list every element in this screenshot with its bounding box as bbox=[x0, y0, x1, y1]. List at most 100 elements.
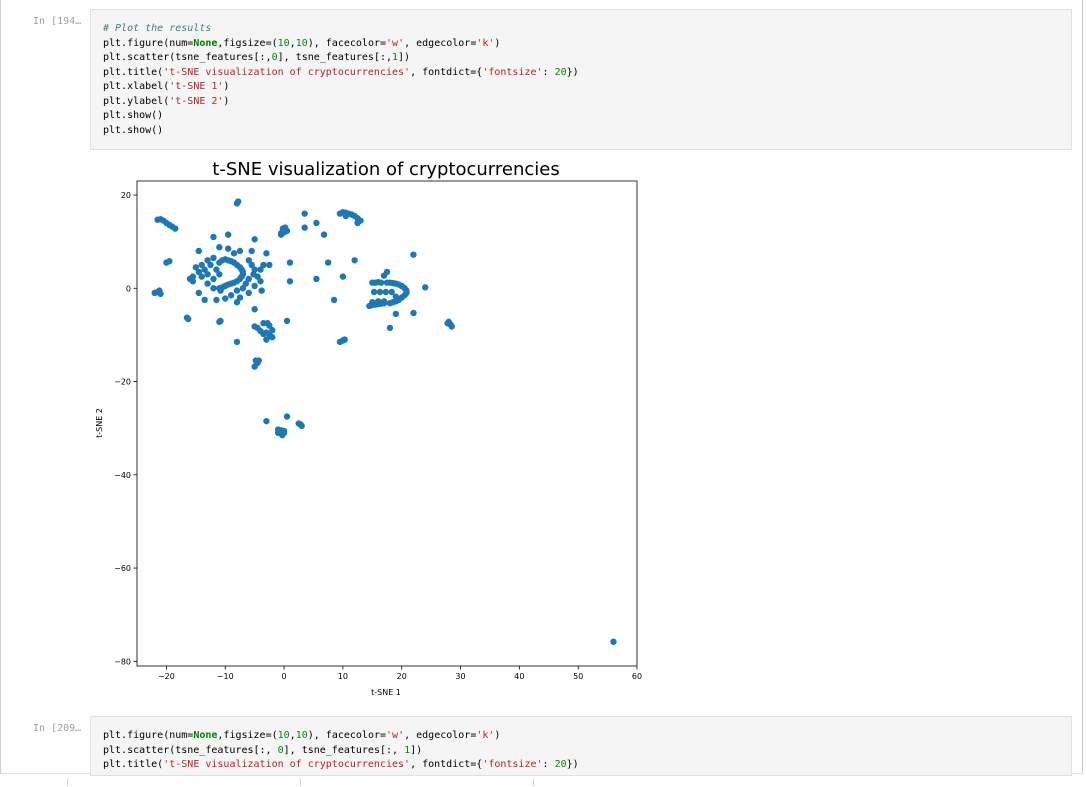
scatter-point bbox=[236, 294, 244, 301]
scatter-point bbox=[448, 323, 455, 330]
scatter-point bbox=[283, 317, 291, 325]
scatter-point bbox=[210, 285, 217, 292]
cell-2-code: plt.figure(num=None,figsize=(10,10), fac… bbox=[103, 729, 1071, 773]
code-token: ) bbox=[223, 81, 230, 92]
y-tick-label: −60 bbox=[114, 564, 131, 573]
code-token: 't-SNE visualization of cryptocurrencies… bbox=[163, 66, 411, 78]
x-tick-label: 60 bbox=[632, 672, 642, 681]
scatter-point bbox=[195, 289, 202, 297]
code-token: 't-SNE visualization of cryptocurrencies… bbox=[163, 759, 411, 770]
scatter-chart: t-SNE visualization of cryptocurrencies … bbox=[95, 159, 642, 697]
code-token: , bbox=[289, 730, 296, 741]
code-token: ,figsize=( bbox=[217, 730, 278, 741]
scatter-point bbox=[320, 231, 328, 238]
scatter-point bbox=[245, 289, 252, 297]
code-token: plt.show() bbox=[103, 110, 164, 121]
code-token: 't-SNE 2' bbox=[169, 95, 224, 107]
code-token: , edgecolor= bbox=[404, 37, 477, 49]
scatter-point bbox=[274, 426, 282, 433]
code-token: 0 bbox=[277, 744, 284, 756]
scatter-point bbox=[222, 295, 229, 302]
x-axis-label: t-SNE 1 bbox=[371, 688, 401, 697]
code-token: }) bbox=[566, 66, 579, 78]
code-line: plt.show() bbox=[103, 109, 1071, 124]
scatter-point bbox=[380, 272, 388, 279]
code-line: plt.figure(num=None,figsize=(10,10), fac… bbox=[103, 729, 1071, 744]
scatter-point bbox=[369, 299, 376, 306]
scatter-points bbox=[151, 198, 617, 645]
code-token: 'w' bbox=[386, 730, 405, 741]
scatter-point bbox=[269, 327, 276, 334]
scatter-point bbox=[354, 219, 361, 227]
y-tick-label: −40 bbox=[114, 471, 131, 480]
code-token: 'fontsize' bbox=[482, 759, 543, 770]
code-token: # Plot the results bbox=[103, 23, 212, 34]
code-token: ]) bbox=[410, 744, 423, 756]
code-token: 10 bbox=[295, 37, 308, 49]
scatter-point bbox=[189, 278, 197, 285]
scatter-point bbox=[204, 271, 211, 278]
scatter-point bbox=[388, 288, 395, 296]
scatter-point bbox=[192, 264, 200, 271]
scatter-point bbox=[410, 309, 417, 317]
chart-title: t-SNE visualization of cryptocurrencies bbox=[212, 159, 559, 180]
scatter-point bbox=[254, 273, 261, 280]
scatter-point bbox=[392, 293, 400, 300]
x-tick-label: 10 bbox=[338, 672, 348, 681]
scatter-point bbox=[227, 292, 235, 299]
scatter-point bbox=[224, 231, 232, 238]
code-token: ], tsne_features[:, bbox=[283, 744, 405, 756]
code-token: plt.scatter(tsne_features[:, bbox=[103, 52, 272, 63]
scatter-point bbox=[260, 261, 267, 269]
scatter-point bbox=[297, 421, 304, 428]
code-token: ]) bbox=[398, 52, 411, 63]
scatter-point bbox=[283, 413, 291, 420]
x-tick-label: 0 bbox=[282, 672, 287, 681]
code-token: 0 bbox=[271, 52, 278, 63]
scatter-point bbox=[301, 224, 308, 231]
scatter-point bbox=[386, 324, 394, 332]
code-token: ,figsize=( bbox=[217, 37, 278, 49]
scatter-point bbox=[392, 310, 400, 318]
code-token: ], tsne_features[:, bbox=[277, 52, 392, 63]
code-line: # Plot the results bbox=[103, 22, 1071, 37]
y-tick-label: −20 bbox=[114, 378, 131, 387]
scatter-point bbox=[301, 210, 308, 217]
code-line: plt.scatter(tsne_features[:, 0], tsne_fe… bbox=[103, 744, 1071, 759]
x-tick-label: −20 bbox=[158, 672, 175, 681]
code-token: 1 bbox=[404, 744, 411, 756]
code-token: 't-SNE 1' bbox=[169, 81, 224, 92]
scatter-point bbox=[198, 261, 205, 269]
scatter-point bbox=[380, 298, 388, 305]
code-line: plt.scatter(tsne_features[:,0], tsne_fea… bbox=[103, 51, 1071, 66]
code-line: plt.ylabel('t-SNE 2') bbox=[103, 95, 1071, 110]
scatter-point bbox=[610, 638, 617, 645]
code-line: plt.figure(num=None,figsize=(10,10), fac… bbox=[103, 37, 1071, 52]
code-token: None bbox=[193, 730, 218, 741]
scatter-point bbox=[282, 224, 289, 231]
cell-2-code-editor[interactable]: plt.figure(num=None,figsize=(10,10), fac… bbox=[90, 716, 1072, 776]
code-token: plt.show() bbox=[103, 124, 164, 136]
scatter-point bbox=[313, 219, 320, 227]
scatter-point bbox=[224, 245, 232, 252]
scatter-point bbox=[263, 417, 270, 425]
scatter-point bbox=[156, 287, 163, 294]
scatter-point bbox=[201, 266, 208, 273]
scatter-point bbox=[330, 296, 338, 304]
code-token: plt.xlabel( bbox=[103, 81, 170, 92]
scatter-point bbox=[324, 259, 332, 266]
code-token: }) bbox=[566, 759, 579, 770]
code-token: 10 bbox=[277, 730, 290, 741]
scatter-point bbox=[195, 247, 202, 255]
cell-1-code-editor[interactable]: # Plot the results plt.figure(num=None,fi… bbox=[90, 9, 1072, 150]
code-token: plt.figure(num= bbox=[103, 37, 194, 49]
scatter-point bbox=[198, 273, 205, 280]
cell-1-prompt: In [194… bbox=[33, 16, 82, 27]
scatter-point bbox=[269, 334, 276, 341]
code-token: 'fontsize' bbox=[482, 66, 543, 78]
scatter-point bbox=[213, 266, 220, 273]
scatter-point bbox=[236, 247, 244, 255]
scatter-point bbox=[207, 261, 214, 269]
y-tick-label: −80 bbox=[114, 657, 131, 666]
code-token: ) bbox=[223, 95, 230, 107]
